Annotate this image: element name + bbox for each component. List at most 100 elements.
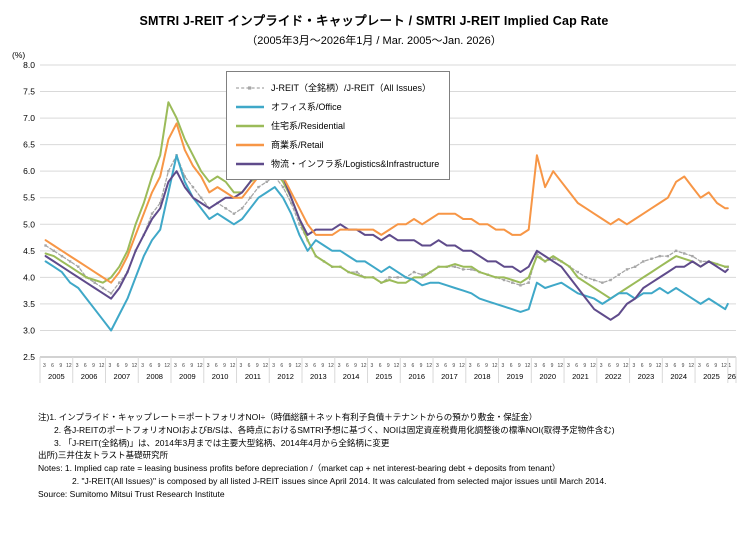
svg-text:2023: 2023 (638, 372, 655, 381)
svg-text:12: 12 (623, 363, 629, 369)
svg-text:6: 6 (248, 363, 251, 369)
svg-text:12: 12 (230, 363, 236, 369)
svg-text:3: 3 (633, 363, 636, 369)
svg-text:12: 12 (263, 363, 269, 369)
svg-text:2010: 2010 (212, 372, 229, 381)
svg-text:2009: 2009 (179, 372, 196, 381)
note-line: 2. "J-REIT(All Issues)" is composed by a… (72, 475, 607, 486)
note-line: 3. 「J-REIT(全銘柄)」は、2014年3月までは主要大型銘柄、2014年… (54, 437, 390, 448)
svg-text:3: 3 (305, 363, 308, 369)
svg-text:6: 6 (379, 363, 382, 369)
svg-text:6: 6 (84, 363, 87, 369)
svg-text:3: 3 (534, 363, 537, 369)
chart-legend: J-REIT（全銘柄）/J-REIT（All Issues） オフィス系/Offi… (226, 71, 451, 180)
svg-text:3: 3 (108, 363, 111, 369)
svg-text:9: 9 (485, 363, 488, 369)
svg-text:3: 3 (469, 363, 472, 369)
legend-label-logistics-infrastructure: 物流・インフラ系/Logistics&Infrastructure (271, 159, 440, 169)
svg-text:5.5: 5.5 (23, 193, 35, 203)
svg-text:6: 6 (117, 363, 120, 369)
svg-text:12: 12 (66, 363, 72, 369)
svg-text:9: 9 (420, 363, 423, 369)
svg-text:6: 6 (149, 363, 152, 369)
svg-text:12: 12 (197, 363, 203, 369)
svg-text:2022: 2022 (605, 372, 622, 381)
svg-text:2018: 2018 (474, 372, 491, 381)
svg-text:2016: 2016 (408, 372, 425, 381)
svg-text:6: 6 (608, 363, 611, 369)
svg-text:7.5: 7.5 (23, 87, 35, 97)
legend-item-all-issues: J-REIT（全銘柄）/J-REIT（All Issues） (235, 78, 439, 97)
svg-text:9: 9 (616, 363, 619, 369)
svg-text:3: 3 (567, 363, 570, 369)
svg-text:9: 9 (158, 363, 161, 369)
svg-text:3: 3 (665, 363, 668, 369)
legend-line-sample-all-issues (236, 85, 264, 90)
svg-text:3: 3 (272, 363, 275, 369)
svg-text:12: 12 (426, 363, 432, 369)
legend-label-all-issues: J-REIT（全銘柄）/J-REIT（All Issues） (271, 83, 432, 93)
svg-text:6: 6 (182, 363, 185, 369)
svg-text:12: 12 (394, 363, 400, 369)
svg-text:2017: 2017 (441, 372, 458, 381)
svg-text:9: 9 (256, 363, 259, 369)
note-line: 2. 各J-REITのポートフォリオNOIおよびB/Sは、各時点におけるSMTR… (54, 424, 615, 435)
svg-text:6: 6 (313, 363, 316, 369)
svg-text:6.0: 6.0 (23, 166, 35, 176)
legend-label-office: オフィス系/Office (271, 102, 342, 112)
svg-text:12: 12 (132, 363, 138, 369)
svg-text:2005: 2005 (48, 372, 65, 381)
svg-text:2019: 2019 (507, 372, 524, 381)
svg-text:9: 9 (649, 363, 652, 369)
svg-text:3: 3 (338, 363, 341, 369)
note-line: Notes: 1. Implied cap rate = leasing bus… (38, 463, 561, 473)
svg-text:9: 9 (452, 363, 455, 369)
svg-text:6: 6 (673, 363, 676, 369)
svg-text:2011: 2011 (245, 372, 261, 381)
svg-text:3: 3 (174, 363, 177, 369)
svg-text:3: 3 (502, 363, 505, 369)
svg-text:2007: 2007 (114, 372, 131, 381)
svg-text:12: 12 (459, 363, 465, 369)
legend-label-residential: 住宅系/Residential (271, 121, 346, 131)
svg-text:2020: 2020 (539, 372, 556, 381)
svg-text:12: 12 (328, 363, 334, 369)
note-line: 出所)三井住友トラスト基礎研究所 (38, 450, 169, 461)
svg-text:2.5: 2.5 (23, 352, 35, 362)
svg-text:5.0: 5.0 (23, 219, 35, 229)
svg-text:6.5: 6.5 (23, 140, 35, 150)
legend-label-retail: 商業系/Retail (271, 140, 324, 150)
svg-text:12: 12 (164, 363, 170, 369)
svg-text:2025: 2025 (703, 372, 720, 381)
svg-text:12: 12 (525, 363, 531, 369)
svg-text:2024: 2024 (670, 372, 687, 381)
svg-text:2013: 2013 (310, 372, 327, 381)
svg-text:2006: 2006 (81, 372, 98, 381)
svg-text:3.5: 3.5 (23, 299, 35, 309)
legend-item-residential: 住宅系/Residential (235, 116, 439, 135)
svg-text:4.0: 4.0 (23, 272, 35, 282)
legend-line-sample-logistics-infrastructure (236, 162, 264, 165)
svg-text:12: 12 (295, 363, 301, 369)
svg-text:3: 3 (600, 363, 603, 369)
y-axis-unit-label: (%) (12, 50, 26, 60)
svg-text:6: 6 (706, 363, 709, 369)
svg-text:9: 9 (289, 363, 292, 369)
svg-text:6: 6 (510, 363, 513, 369)
svg-text:6: 6 (444, 363, 447, 369)
svg-text:3: 3 (43, 363, 46, 369)
svg-text:6: 6 (215, 363, 218, 369)
svg-text:2012: 2012 (277, 372, 294, 381)
svg-text:12: 12 (557, 363, 563, 369)
svg-text:3: 3 (207, 363, 210, 369)
svg-text:9: 9 (714, 363, 717, 369)
svg-text:2008: 2008 (146, 372, 163, 381)
svg-text:9: 9 (223, 363, 226, 369)
svg-text:6: 6 (280, 363, 283, 369)
svg-text:9: 9 (190, 363, 193, 369)
footnotes: 注)1. インプライド・キャップレート＝ポートフォリオNOI÷（時価総額＋ネット… (38, 411, 748, 500)
svg-text:12: 12 (721, 363, 727, 369)
svg-text:3: 3 (371, 363, 374, 369)
svg-text:7.0: 7.0 (23, 113, 35, 123)
svg-text:8.0: 8.0 (23, 60, 35, 70)
